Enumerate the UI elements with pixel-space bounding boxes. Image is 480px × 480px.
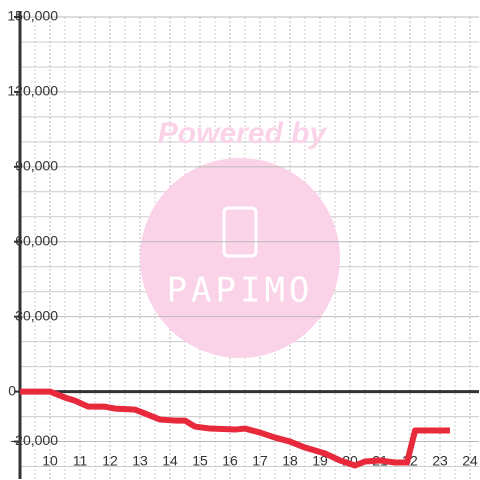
x-tick-label: 18 bbox=[282, 453, 298, 469]
watermark-circle bbox=[140, 158, 340, 358]
y-tick-label: 90,000 bbox=[15, 158, 58, 174]
x-tick-label: 17 bbox=[252, 453, 268, 469]
x-tick-label: 10 bbox=[42, 453, 58, 469]
y-tick-label: 30,000 bbox=[15, 307, 58, 323]
y-tick-label: 120,000 bbox=[7, 83, 58, 99]
x-tick-label: 16 bbox=[222, 453, 238, 469]
watermark-brand: PAPIMO bbox=[167, 271, 314, 311]
x-tick-label: 24 bbox=[462, 453, 478, 469]
x-tick-label: 14 bbox=[162, 453, 178, 469]
x-tick-label: 19 bbox=[312, 453, 328, 469]
y-tick-label: 150,000 bbox=[7, 8, 58, 24]
x-tick-label: 13 bbox=[132, 453, 148, 469]
watermark-phone bbox=[222, 206, 258, 258]
data-line bbox=[20, 388, 450, 469]
x-tick-label: 11 bbox=[73, 453, 88, 469]
watermark: Powered by PAPIMO bbox=[140, 117, 340, 358]
y-tick-label: 0 bbox=[8, 382, 16, 398]
x-tick-label: 12 bbox=[102, 453, 118, 469]
y-tick-label: 60,000 bbox=[15, 232, 58, 248]
x-tick-label: 15 bbox=[192, 453, 208, 469]
watermark-text: Powered by bbox=[158, 117, 328, 150]
x-tick-label: 23 bbox=[432, 453, 448, 469]
y-tick-label: -20,000 bbox=[11, 432, 59, 448]
